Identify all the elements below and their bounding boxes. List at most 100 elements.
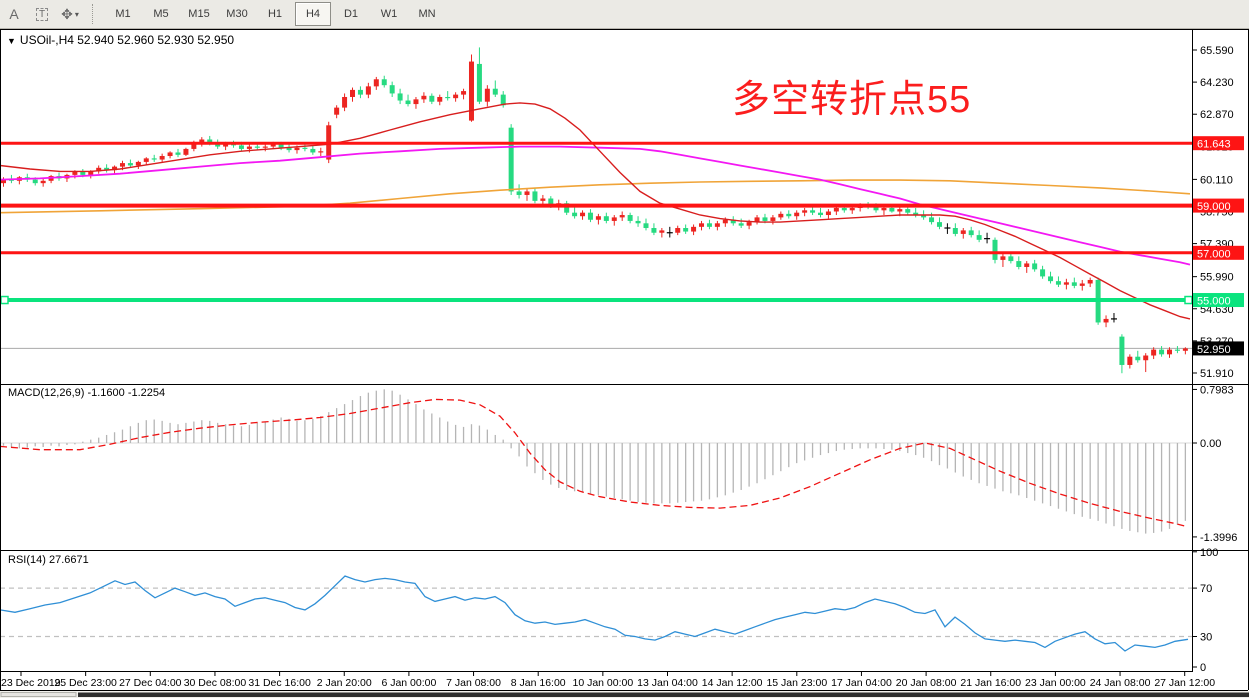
candle-body xyxy=(254,146,260,148)
candle-body xyxy=(389,85,395,94)
toolbar-separator xyxy=(92,4,98,24)
candle-body xyxy=(413,99,419,105)
candle-body xyxy=(730,219,736,224)
candle-body xyxy=(246,146,252,149)
candle-body xyxy=(476,63,482,102)
chart-annotation-text[interactable]: 多空转折点55 xyxy=(732,79,972,121)
candle-body xyxy=(936,222,942,227)
panel-borders xyxy=(0,29,1249,691)
candle-body xyxy=(80,171,86,175)
timeframe-mn-button[interactable]: MN xyxy=(418,8,436,20)
scrollbar-track-start[interactable] xyxy=(0,692,77,697)
timeframe-w1-button[interactable]: W1 xyxy=(380,8,398,20)
candle-body xyxy=(302,147,308,149)
candle-body xyxy=(468,61,474,121)
candle-body xyxy=(270,144,276,147)
line-handle[interactable] xyxy=(0,295,9,305)
price-axis: 65.59064.23062.87061.51060.11058.75057.3… xyxy=(1192,45,1244,380)
horizontal-scrollbar xyxy=(0,691,1249,698)
orange-ma-line xyxy=(0,179,1191,214)
candle-body xyxy=(310,148,316,153)
candle-body xyxy=(112,166,118,171)
timeframe-m1-button[interactable]: M1 xyxy=(115,8,131,20)
candle-body xyxy=(461,91,467,95)
candle-body xyxy=(453,94,459,99)
candle-body xyxy=(365,86,371,95)
candle-body xyxy=(532,191,538,201)
candle-body xyxy=(278,144,284,148)
candle-body xyxy=(691,226,697,232)
candle-body xyxy=(841,207,847,211)
candle-body xyxy=(889,207,895,212)
candle-body xyxy=(183,148,189,155)
candlesticks xyxy=(1,47,1188,374)
timeframe-m15-button[interactable]: M15 xyxy=(188,8,210,20)
line-handle[interactable] xyxy=(1184,295,1193,305)
candle-body xyxy=(762,217,768,221)
text-tool-button[interactable]: T xyxy=(29,2,55,26)
symbol-ohlc-text: USOil-,H4 52.940 52.960 52.930 52.950 xyxy=(19,33,235,47)
candle-body xyxy=(1055,281,1061,285)
price-badge-label: 57.000 xyxy=(1197,248,1231,260)
candle-body xyxy=(976,235,982,240)
label-tool-button[interactable]: A xyxy=(1,2,27,26)
candle-body xyxy=(119,163,125,167)
candle-body xyxy=(675,228,681,233)
candle-body xyxy=(1135,356,1141,361)
dropdown-arrow-icon[interactable]: ▾ xyxy=(74,9,79,19)
timeframe-h1-button[interactable]: H1 xyxy=(267,8,283,20)
candle-body xyxy=(1087,279,1093,284)
candle-body xyxy=(175,152,181,155)
candle-body xyxy=(405,100,411,105)
rsi-panel xyxy=(0,575,1192,652)
candle-body xyxy=(1008,256,1014,262)
candle-body xyxy=(699,223,705,227)
candle-body xyxy=(8,179,14,181)
timeframe-d1-button[interactable]: D1 xyxy=(343,8,359,20)
price-badge-52.950 xyxy=(1193,341,1244,356)
rsi-axis-label: 100 xyxy=(1200,547,1218,559)
candle-body xyxy=(429,95,435,102)
candle-body xyxy=(1000,256,1006,260)
candle-body xyxy=(72,171,78,175)
candle-body xyxy=(484,88,490,102)
candle-body xyxy=(159,156,165,160)
price-axis-label: 60.110 xyxy=(1200,174,1233,186)
candle-body xyxy=(294,147,300,151)
candle-body xyxy=(127,163,133,166)
arrow-tools-button[interactable]: ✥ ▾ xyxy=(57,2,83,26)
timeframe-m30-button[interactable]: M30 xyxy=(226,8,248,20)
candle-body xyxy=(88,171,94,175)
candle-body xyxy=(611,217,617,221)
candle-body xyxy=(817,212,823,216)
candle-body xyxy=(992,239,998,260)
timeframe-h4-button[interactable]: H4 xyxy=(295,2,331,26)
rsi-axis-label: 70 xyxy=(1200,583,1212,595)
macd-axis-label: -1.3996 xyxy=(1200,532,1237,544)
time-axis-label: 2 Jan 20:00 xyxy=(317,677,372,689)
candle-body xyxy=(1143,355,1149,361)
price-axis-label: 62.870 xyxy=(1200,109,1234,121)
candle-body xyxy=(1182,348,1188,351)
candle-body xyxy=(572,212,578,217)
scrollbar-thumb[interactable] xyxy=(78,692,1249,698)
candle-body xyxy=(786,213,792,217)
candle-body xyxy=(1151,349,1157,356)
arrow-tools-icon: ✥ xyxy=(61,5,73,22)
price-badge-57.000 xyxy=(1193,245,1244,260)
chevron-down-icon[interactable]: ▼ xyxy=(7,36,16,46)
candle-body xyxy=(421,95,427,100)
price-axis-label: 51.910 xyxy=(1200,368,1234,380)
candle-body xyxy=(350,89,356,97)
candle-body xyxy=(802,210,808,213)
candle-body xyxy=(167,152,173,157)
timeframe-m5-button[interactable]: M5 xyxy=(153,8,169,20)
candle-body xyxy=(1127,356,1133,365)
time-axis-label: 14 Jan 12:00 xyxy=(702,677,763,689)
candle-body xyxy=(40,180,46,184)
time-axis-label: 31 Dec 16:00 xyxy=(248,677,311,689)
timeframe-buttons: M1 M5 M15 M30 H1 H4 D1 W1 MN xyxy=(104,2,446,26)
